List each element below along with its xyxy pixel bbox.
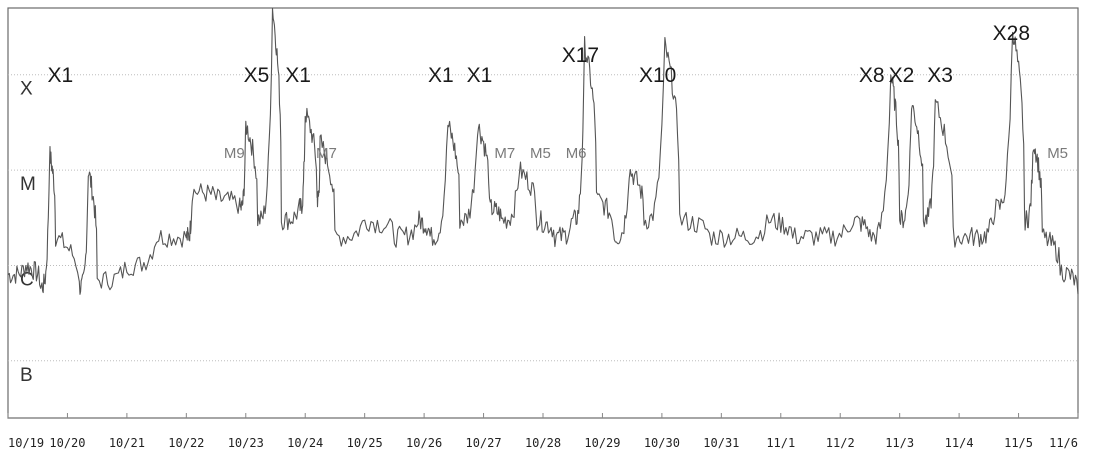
flare-label-m5-14: M5	[530, 145, 551, 162]
x-tick-label-5: 10/24	[287, 436, 323, 450]
x-tick-label-4: 10/23	[228, 436, 264, 450]
x-tick-label-1: 10/20	[49, 436, 85, 450]
x-tick-label-7: 10/26	[406, 436, 442, 450]
class-label-b: B	[20, 365, 33, 386]
flare-label-m7-13: M7	[494, 145, 515, 162]
x-tick-label-18: 11/6	[1049, 436, 1078, 450]
x-tick-label-17: 11/5	[1004, 436, 1033, 450]
x-tick-label-9: 10/28	[525, 436, 561, 450]
class-label-x: X	[20, 79, 33, 100]
x-tick-label-3: 10/22	[168, 436, 204, 450]
xray-flux-series-line	[7, 7, 1079, 295]
flare-label-x10-6: X10	[639, 64, 676, 87]
flare-label-x1-2: X1	[285, 64, 311, 87]
class-labels: B C M X	[20, 79, 36, 386]
plot-frame	[7, 7, 1079, 419]
class-label-m: M	[20, 174, 36, 195]
gridlines	[8, 74, 1078, 362]
x-tick-label-13: 11/1	[766, 436, 795, 450]
flare-label-x5-1: X5	[244, 64, 270, 87]
flare-labels: X1 X5 X1 X1 X1 X17 X10 X8 X2 X3 X28 M9 M7 M7 M5 M6 M5	[48, 22, 1069, 162]
x-tick-label-11: 10/30	[644, 436, 680, 450]
x-tick-label-2: 10/21	[109, 436, 145, 450]
x-tick-label-14: 11/2	[826, 436, 855, 450]
x-tick-label-0: 10/19	[8, 436, 44, 450]
class-label-c: C	[20, 269, 34, 290]
x-axis: 10/19 10/20 10/21 10/22 10/23 10/24 10/25 10/26…	[7, 413, 1079, 450]
x-tick-label-12: 10/31	[703, 436, 739, 450]
flare-label-x1-0: X1	[48, 64, 74, 87]
x-tick-label-16: 11/4	[945, 436, 974, 450]
flare-label-m9-11: M9	[224, 145, 245, 162]
flare-label-x1-4: X1	[467, 64, 493, 87]
x-tick-label-15: 11/3	[885, 436, 914, 450]
flare-label-m7-12: M7	[316, 145, 337, 162]
flare-label-m6-15: M6	[566, 145, 587, 162]
x-tick-label-8: 10/27	[465, 436, 501, 450]
flare-label-x1-3: X1	[428, 64, 454, 87]
flare-label-x17-5: X17	[562, 44, 599, 67]
flare-label-m5-16: M5	[1047, 145, 1068, 162]
flare-label-x8-7: X8	[859, 64, 885, 87]
x-tick-label-6: 10/25	[347, 436, 383, 450]
flare-label-x28-10: X28	[993, 22, 1030, 45]
x-tick-label-10: 10/29	[584, 436, 620, 450]
flare-label-x2-8: X2	[889, 64, 915, 87]
flare-label-x3-9: X3	[927, 64, 953, 87]
